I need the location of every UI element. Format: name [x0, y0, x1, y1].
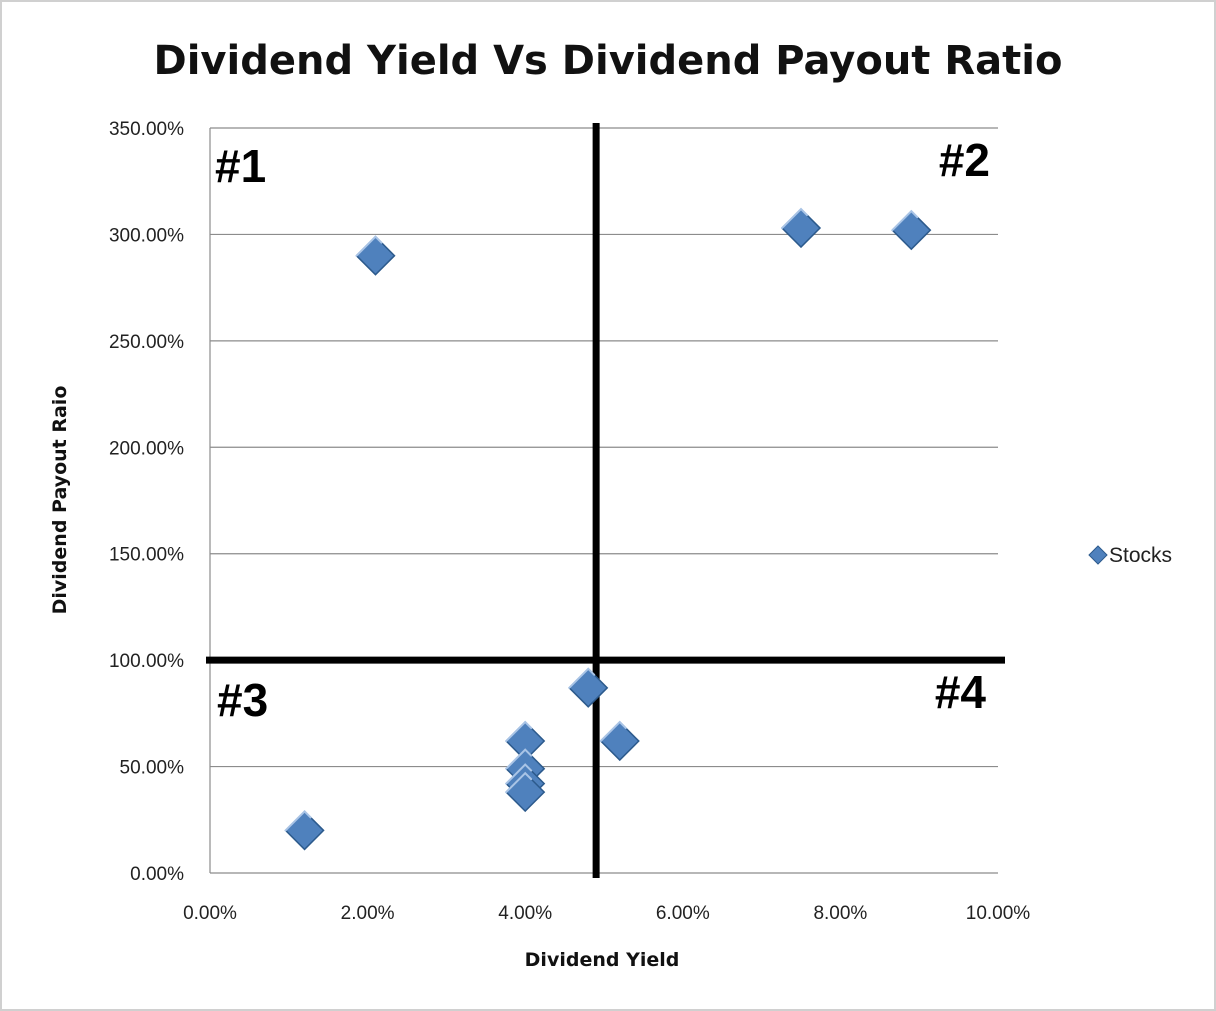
quadrant-label: #2	[939, 134, 990, 186]
data-point-highlight	[891, 209, 919, 232]
legend: Stocks	[1088, 544, 1172, 567]
data-point-highlight	[505, 748, 533, 770]
quadrant-label: #1	[215, 140, 266, 192]
data-point-highlight	[599, 720, 627, 743]
x-tick-label: 10.00%	[966, 903, 1031, 924]
data-points	[284, 207, 932, 851]
x-tick-label: 2.00%	[341, 903, 395, 924]
quadrant-label: #3	[217, 674, 268, 726]
y-tick-label: 300.00%	[109, 225, 184, 246]
y-tick-label: 350.00%	[109, 119, 184, 140]
x-tick-label: 6.00%	[656, 903, 710, 924]
data-point-highlight	[355, 235, 383, 257]
data-point	[284, 810, 325, 851]
gridlines	[209, 127, 998, 874]
x-tick-label: 4.00%	[498, 903, 552, 924]
data-point-highlight	[568, 667, 596, 689]
data-point	[891, 210, 932, 251]
y-tick-label: 150.00%	[109, 545, 184, 566]
data-point-highlight	[284, 810, 312, 832]
legend-diamond-marker	[1088, 545, 1108, 565]
y-tick-label: 250.00%	[109, 332, 184, 353]
y-axis-title: Dividend Payout Raio	[49, 386, 71, 615]
data-point-highlight	[505, 771, 533, 794]
x-axis-title: Dividend Yield	[525, 949, 680, 971]
y-tick-label: 100.00%	[109, 651, 184, 672]
x-tick-labels: 0.00% 2.00% 4.00% 6.00% 8.00% 10.00%	[183, 903, 1030, 924]
x-tick-label: 8.00%	[813, 903, 867, 924]
quadrant-dividers	[206, 123, 1005, 878]
y-tick-label: 0.00%	[130, 864, 184, 885]
data-point	[599, 720, 640, 762]
x-tick-label: 0.00%	[183, 903, 237, 924]
legend-label: Stocks	[1109, 544, 1172, 567]
legend-marker	[1088, 545, 1108, 565]
data-point-highlight	[505, 763, 533, 785]
data-point-highlight	[781, 207, 808, 230]
quadrant-labels: #1 #2 #3 #4	[215, 134, 990, 726]
data-point	[780, 207, 822, 249]
chart-title: Dividend Yield Vs Dividend Payout Ratio	[154, 38, 1063, 84]
y-tick-label: 50.00%	[120, 758, 185, 779]
quadrant-label: #4	[935, 666, 987, 718]
y-tick-label: 200.00%	[109, 438, 184, 459]
y-tick-labels: 0.00% 50.00% 100.00% 150.00% 200.00% 250.00% 3…	[109, 119, 184, 885]
data-point	[355, 235, 396, 276]
data-point-highlight	[505, 720, 533, 743]
data-point	[568, 667, 609, 708]
